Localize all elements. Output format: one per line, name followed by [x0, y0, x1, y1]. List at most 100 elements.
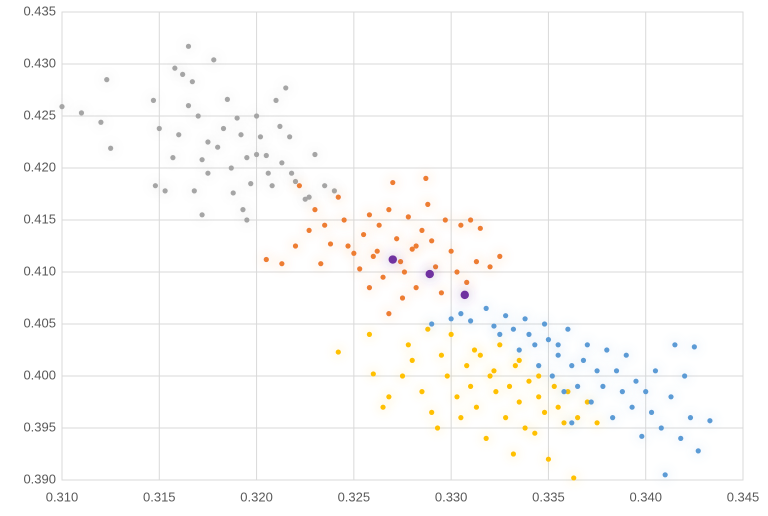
point — [658, 425, 664, 431]
point — [331, 188, 337, 194]
point — [506, 383, 513, 389]
point — [150, 97, 157, 103]
point — [584, 399, 590, 405]
point — [643, 389, 649, 395]
point — [516, 399, 522, 405]
point — [448, 316, 454, 322]
point — [516, 357, 522, 363]
point — [477, 352, 483, 358]
point — [180, 71, 186, 77]
point — [662, 472, 668, 478]
point — [510, 451, 517, 457]
point — [370, 371, 376, 377]
point — [292, 243, 299, 249]
point — [306, 194, 312, 200]
point — [199, 212, 205, 218]
point — [471, 347, 478, 353]
point — [390, 179, 396, 186]
point — [425, 201, 431, 207]
point — [464, 279, 470, 285]
point — [569, 363, 575, 369]
point — [629, 404, 635, 410]
point — [405, 342, 411, 348]
point — [454, 269, 460, 275]
point — [189, 79, 195, 85]
point — [580, 357, 587, 363]
point — [215, 144, 221, 150]
point — [458, 311, 464, 317]
point — [409, 357, 415, 363]
point — [413, 243, 419, 249]
x-tick-label: 0.345 — [727, 489, 760, 504]
point — [263, 256, 269, 263]
point — [327, 241, 334, 247]
point — [522, 425, 528, 431]
point — [497, 253, 503, 259]
point — [536, 394, 542, 400]
point — [172, 65, 178, 71]
point — [318, 261, 324, 267]
x-tick-label: 0.310 — [46, 489, 79, 504]
point — [335, 194, 341, 200]
point — [555, 404, 561, 410]
point — [405, 214, 411, 220]
plot-area — [61, 11, 744, 481]
point — [357, 266, 363, 272]
point — [273, 97, 279, 103]
point — [555, 342, 561, 348]
point — [205, 170, 211, 176]
point — [380, 274, 386, 280]
x-tick-label: 0.340 — [629, 489, 662, 504]
x-tick-label: 0.325 — [338, 489, 371, 504]
point — [491, 323, 497, 329]
point — [394, 236, 400, 242]
point — [687, 415, 694, 421]
point — [652, 368, 659, 374]
point — [399, 373, 406, 379]
point — [541, 321, 548, 327]
point — [522, 316, 528, 322]
point — [561, 420, 567, 426]
point — [156, 125, 162, 132]
point — [279, 160, 285, 166]
point — [545, 456, 552, 462]
y-tick-label: 0.430 — [23, 55, 56, 70]
point — [551, 383, 557, 389]
point — [672, 342, 678, 348]
point — [265, 170, 271, 176]
point — [594, 368, 600, 374]
point — [322, 183, 328, 189]
point — [240, 207, 246, 213]
y-tick-label: 0.415 — [23, 211, 56, 226]
point — [248, 181, 254, 187]
point — [312, 151, 318, 158]
point — [176, 132, 182, 138]
point — [152, 183, 158, 189]
point — [695, 448, 701, 454]
point — [565, 326, 571, 332]
point — [438, 290, 445, 296]
point — [386, 394, 392, 400]
point — [516, 347, 522, 353]
point — [287, 134, 293, 140]
y-tick-label: 0.435 — [23, 3, 56, 18]
point — [419, 227, 425, 233]
point — [604, 347, 610, 353]
point — [211, 57, 217, 63]
point — [432, 264, 439, 270]
point — [448, 248, 454, 254]
point — [263, 152, 269, 159]
point — [345, 243, 351, 249]
y-tick-label: 0.395 — [23, 419, 56, 434]
point — [283, 85, 289, 91]
point — [108, 145, 114, 151]
point — [322, 222, 328, 228]
point — [230, 190, 236, 196]
point — [425, 326, 431, 332]
point — [244, 155, 250, 161]
point — [565, 389, 571, 395]
y-tick-label: 0.425 — [23, 107, 56, 122]
y-tick-label: 0.390 — [23, 471, 56, 486]
point — [366, 331, 373, 337]
point — [386, 311, 392, 317]
